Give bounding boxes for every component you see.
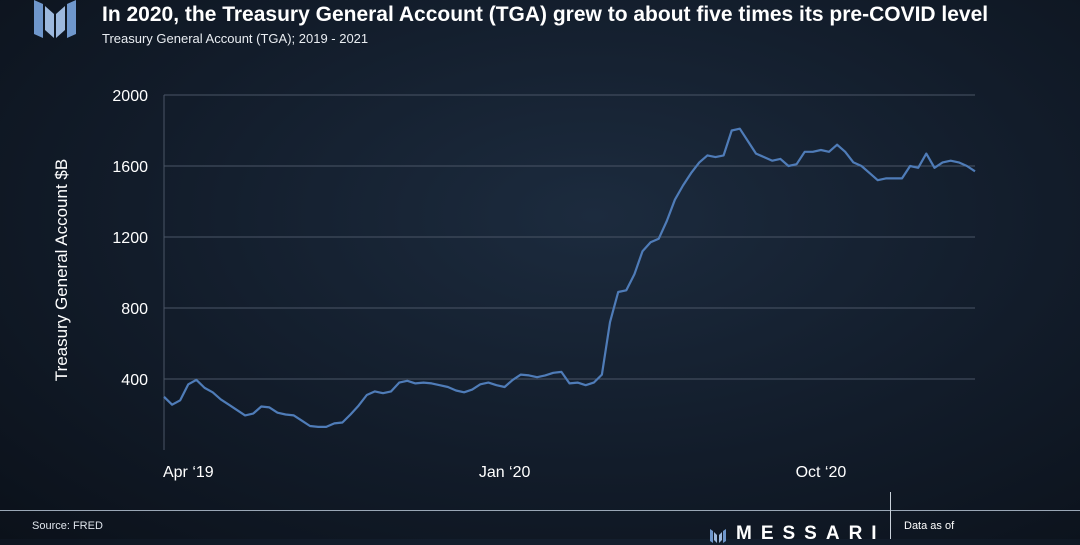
y-tick-label: 1200 — [112, 230, 148, 247]
tga-series-line — [163, 127, 976, 428]
y-tick-label: 800 — [121, 301, 148, 318]
chart-subtitle: Treasury General Account (TGA); 2019 - 2… — [102, 31, 369, 46]
x-tick-label: Oct ‘20 — [796, 464, 847, 481]
x-tick-label: Apr ‘19 — [163, 464, 214, 481]
y-axis-label: Treasury General Account $B — [52, 159, 71, 381]
chart-title: In 2020, the Treasury General Account (T… — [102, 3, 989, 26]
data-as-of-note: Data as of — [904, 520, 955, 532]
footer-vertical-divider — [890, 492, 891, 539]
x-tick-label: Jan ‘20 — [479, 464, 531, 481]
source-note: Source: FRED — [32, 520, 103, 532]
messari-logo-icon — [34, 0, 76, 38]
brand-wordmark: MESSARI — [736, 523, 886, 544]
y-tick-label: 1600 — [112, 159, 148, 176]
messari-brand-icon — [710, 529, 726, 543]
y-tick-label: 2000 — [112, 88, 148, 105]
y-tick-label: 400 — [121, 372, 148, 389]
footer-divider-line — [0, 510, 1080, 511]
